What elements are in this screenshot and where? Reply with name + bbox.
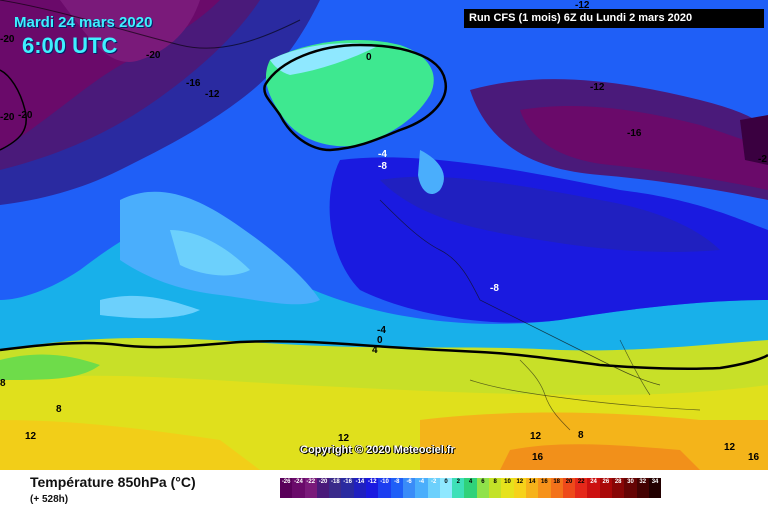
legend-swatch: 14 <box>525 478 539 498</box>
legend-tick-label: 12 <box>516 479 524 485</box>
legend-swatch: -20 <box>316 478 330 498</box>
contour-label: 0 <box>377 335 383 346</box>
contour-label: 16 <box>748 452 760 463</box>
legend-swatch: 6 <box>476 478 490 498</box>
contour-label: -20 <box>18 110 33 121</box>
lead-time: (+ 528h) <box>30 494 69 505</box>
legend-tick-label: 22 <box>577 479 585 485</box>
legend-tick-label: -6 <box>406 479 412 485</box>
legend-tick-label: -22 <box>306 479 316 485</box>
legend-tick-label: -24 <box>294 479 303 485</box>
legend-swatch: 4 <box>464 478 477 498</box>
legend-tick-label: 0 <box>444 479 448 485</box>
contour-label: 0 <box>366 52 372 63</box>
contour-label: 12 <box>724 442 736 453</box>
legend-swatch: 30 <box>624 478 637 498</box>
legend-swatch: 16 <box>538 478 551 498</box>
contour-label: -12 <box>575 0 590 11</box>
legend-tick-label: 28 <box>614 479 622 485</box>
contour-label: 8 <box>578 430 584 441</box>
legend-swatch: 12 <box>513 478 526 498</box>
legend-swatch: -24 <box>292 478 305 498</box>
contour-label: 12 <box>338 433 350 444</box>
legend-tick-label: -26 <box>281 479 291 485</box>
legend-swatch: -22 <box>304 478 317 498</box>
legend-tick-label: -14 <box>355 479 365 485</box>
contour-label: 8 <box>0 378 6 389</box>
contour-label: -12 <box>590 82 605 93</box>
contour-label: -12 <box>205 89 220 100</box>
contour-label: 4 <box>372 345 378 356</box>
legend-tick-label: -12 <box>367 479 377 485</box>
legend-swatch: 28 <box>612 478 625 498</box>
legend-swatch: -18 <box>329 478 342 498</box>
contour-label: 16 <box>532 452 544 463</box>
legend-tick-label: -16 <box>343 479 352 485</box>
legend-swatch: 0 <box>439 478 453 498</box>
contour-label: -20 <box>0 112 15 123</box>
legend-swatch: -10 <box>378 478 391 498</box>
legend-tick-label: 6 <box>481 479 485 485</box>
legend-tick-label: 30 <box>627 479 634 485</box>
parameter-title: Température 850hPa (°C) <box>30 474 196 490</box>
contour-label: -4 <box>377 325 386 336</box>
contour-label: 12 <box>530 431 542 442</box>
legend-tick-label: 24 <box>590 479 597 485</box>
contour-label: -2 <box>758 154 767 165</box>
copyright-watermark: Copyright © 2020 Meteociel.fr <box>300 444 455 456</box>
legend-swatch: -4 <box>415 478 428 498</box>
legend-tick-label: 32 <box>639 479 647 485</box>
legend-swatch: 10 <box>501 478 514 498</box>
legend-swatch: -26 <box>280 478 293 498</box>
legend-swatch: -12 <box>366 478 379 498</box>
color-scale: -26 -24 -22 -20 -18 -16 -14 -12 -10 -8 -6 -4 -2 0 2 4 6 8… <box>280 478 662 498</box>
contour-label: -8 <box>378 161 387 172</box>
legend-swatch: 8 <box>489 478 502 498</box>
legend-tick-label: -2 <box>431 479 437 485</box>
contour-label: -8 <box>490 283 499 294</box>
legend-swatch: -14 <box>353 478 367 498</box>
legend-tick-label: -4 <box>418 479 425 485</box>
legend-swatch: 34 <box>648 478 662 498</box>
legend-tick-label: -20 <box>318 479 328 485</box>
contour-label: -4 <box>378 149 387 160</box>
contour-label: -16 <box>186 78 201 89</box>
legend-swatch: 20 <box>562 478 576 498</box>
legend-tick-label: 4 <box>468 479 473 485</box>
contour-label: -20 <box>146 50 161 61</box>
legend-swatch: 2 <box>452 478 465 498</box>
legend-tick-label: 2 <box>456 479 460 485</box>
contour-label: 12 <box>25 431 37 442</box>
legend-swatch: -6 <box>402 478 416 498</box>
legend-swatch: -16 <box>341 478 354 498</box>
legend-tick-label: 34 <box>651 479 659 485</box>
legend-tick-label: 18 <box>553 479 561 485</box>
map-date: Mardi 24 mars 2020 <box>14 14 153 31</box>
legend-swatch: 24 <box>587 478 600 498</box>
run-info-banner: Run CFS (1 mois) 6Z du Lundi 2 mars 2020 <box>464 9 764 28</box>
temperature-map: Mardi 24 mars 2020 6:00 UTC Run CFS (1 m… <box>0 0 768 470</box>
legend-tick-label: 8 <box>493 479 497 485</box>
legend-swatch: 32 <box>636 478 649 498</box>
legend-swatch: 26 <box>599 478 613 498</box>
contour-label: -20 <box>0 34 15 45</box>
legend-tick-label: -18 <box>331 479 340 485</box>
legend-tick-label: 14 <box>528 479 536 485</box>
legend-tick-label: 16 <box>541 479 548 485</box>
legend-swatch: -2 <box>427 478 440 498</box>
legend-footer: Température 850hPa (°C) (+ 528h) -26 -24-… <box>0 470 768 512</box>
legend-swatch: 22 <box>575 478 588 498</box>
legend-tick-label: -8 <box>394 479 400 485</box>
legend-tick-label: 10 <box>504 479 511 485</box>
legend-tick-label: 26 <box>602 479 610 485</box>
contour-label: -16 <box>627 128 642 139</box>
contour-label: 8 <box>56 404 62 415</box>
legend-tick-label: -10 <box>380 479 389 485</box>
legend-swatch: 18 <box>550 478 563 498</box>
legend-tick-label: 20 <box>565 479 573 485</box>
map-canvas <box>0 0 768 470</box>
map-time: 6:00 UTC <box>22 33 118 58</box>
legend-swatch: -8 <box>390 478 403 498</box>
